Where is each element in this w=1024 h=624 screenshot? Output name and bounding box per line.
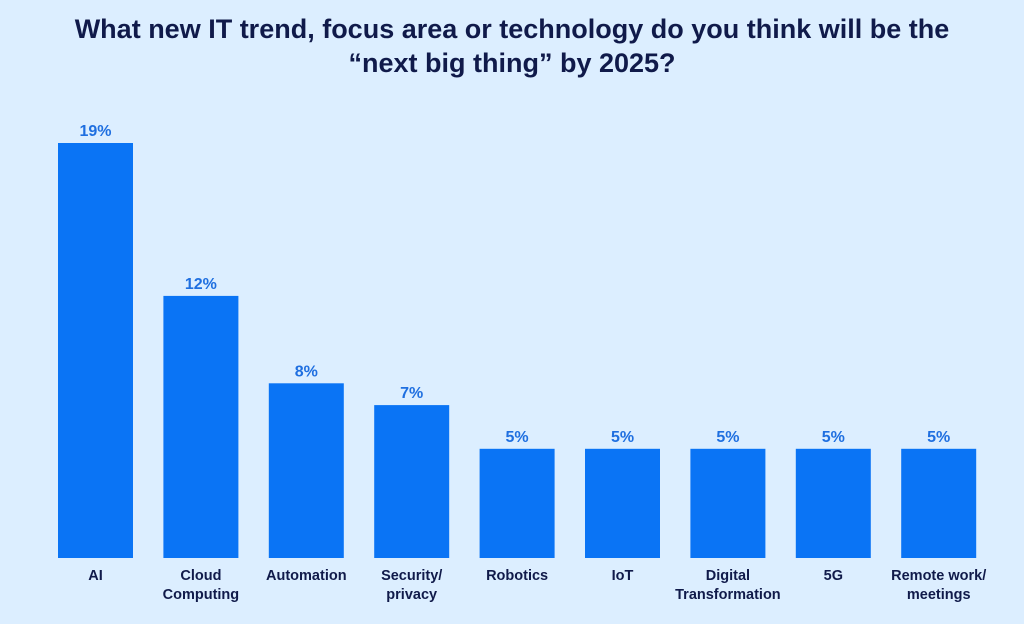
category-label-0: AI: [88, 568, 103, 584]
category-label-8-line-1: meetings: [907, 587, 971, 603]
category-label-4-line-0: Robotics: [486, 568, 548, 584]
category-label-7-line-0: 5G: [824, 568, 843, 584]
value-label-8: 5%: [927, 429, 950, 446]
bar-7: [795, 448, 871, 558]
category-label-1: Cloud Computing: [163, 568, 240, 603]
category-label-8-line-0: Remote work/: [891, 568, 986, 584]
category-label-6: Digital Transformation: [675, 568, 781, 603]
category-label-1-line-0: Cloud: [180, 568, 221, 584]
bar-1: [163, 295, 239, 558]
category-label-8: Remote work/meetings: [891, 568, 986, 603]
bar-3: [374, 405, 450, 558]
category-label-3-line-1: privacy: [386, 587, 437, 603]
chart-title-line-1: What new IT trend, focus area or technol…: [74, 14, 950, 44]
category-label-0-line-0: AI: [88, 568, 103, 584]
category-label-4: Robotics: [486, 568, 548, 584]
chart-title-line-2: “next big thing” by 2025?: [348, 48, 676, 78]
bar-5: [585, 448, 660, 558]
category-label-6-line-1: Transformation: [675, 587, 781, 603]
value-label-4: 5%: [506, 429, 529, 446]
chart-title: What new IT trend, focus area or technol…: [0, 12, 1024, 80]
bar-6: [690, 448, 766, 558]
bar-8: [901, 448, 977, 558]
bar-4: [479, 448, 555, 558]
category-label-2: Automation: [266, 568, 347, 584]
value-label-2: 8%: [295, 363, 318, 380]
category-label-7: 5G: [824, 568, 843, 584]
value-label-3: 7%: [400, 385, 423, 402]
category-label-5: IoT: [612, 568, 634, 584]
value-label-0: 19%: [79, 123, 111, 140]
category-label-2-line-0: Automation: [266, 568, 347, 584]
bar-2: [268, 383, 344, 558]
category-label-6-line-0: Digital: [706, 568, 750, 584]
bar-0: [58, 143, 133, 558]
value-label-7: 5%: [822, 429, 845, 446]
category-label-1-line-1: Computing: [163, 587, 240, 603]
value-label-5: 5%: [611, 429, 634, 446]
category-label-3: Security/privacy: [381, 568, 442, 603]
category-label-3-line-0: Security/: [381, 568, 442, 584]
value-label-1: 12%: [185, 276, 217, 293]
value-label-6: 5%: [716, 429, 739, 446]
category-label-5-line-0: IoT: [612, 568, 634, 584]
